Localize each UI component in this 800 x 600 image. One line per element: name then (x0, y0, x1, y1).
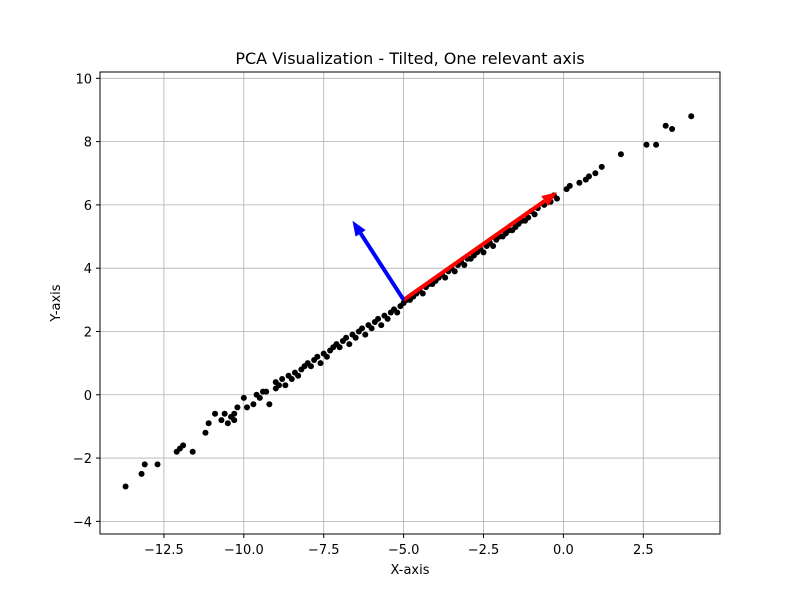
data-point (368, 325, 375, 332)
data-point (566, 182, 573, 189)
data-point (378, 322, 385, 329)
x-tick-label: −10.0 (224, 543, 264, 558)
data-point (205, 420, 212, 427)
x-tick-label: −5.0 (388, 543, 420, 558)
x-axis-label: X-axis (391, 563, 430, 578)
data-point (531, 211, 538, 218)
data-point (598, 163, 605, 170)
data-points (122, 113, 695, 490)
data-point (266, 401, 273, 408)
data-point (141, 461, 148, 468)
pc-vector-shaft (358, 232, 406, 301)
chart-title: PCA Visualization - Tilted, One relevant… (235, 49, 584, 68)
data-point (617, 151, 624, 158)
data-point (256, 394, 263, 401)
data-point (343, 334, 350, 341)
grid-lines (100, 72, 720, 534)
data-point (314, 353, 321, 360)
data-point (394, 309, 401, 316)
data-point (653, 141, 660, 148)
data-point (384, 315, 391, 322)
data-point (212, 410, 219, 417)
pc-vector-arrow (352, 220, 406, 301)
pc-vector-arrow (402, 192, 558, 302)
data-point (218, 417, 225, 424)
data-point (585, 173, 592, 180)
pc-vector-head (352, 220, 366, 237)
data-point (442, 274, 449, 281)
data-point (275, 382, 282, 389)
pc-vector-head (541, 192, 558, 206)
data-point (359, 325, 366, 332)
y-axis-ticks: −4 −2 0 2 4 6 8 10 (73, 72, 100, 530)
data-point (375, 315, 382, 322)
plot-frame (99, 71, 721, 535)
data-point (490, 243, 497, 250)
y-tick-label: 4 (84, 262, 92, 277)
data-point (323, 353, 330, 360)
data-point (451, 268, 458, 275)
y-tick-label: −2 (73, 452, 92, 467)
x-tick-label: 2.5 (633, 543, 654, 558)
data-point (295, 372, 302, 379)
data-point (224, 420, 231, 427)
data-point (336, 344, 343, 351)
data-point (643, 141, 650, 148)
x-tick-label: 0.0 (553, 543, 574, 558)
data-point (122, 483, 129, 490)
data-point (279, 375, 286, 382)
pc-vector-shaft (402, 199, 546, 302)
data-point (154, 461, 161, 468)
data-point (282, 382, 289, 389)
data-point (688, 113, 695, 120)
data-point (231, 417, 238, 424)
y-tick-label: 6 (84, 199, 92, 214)
data-point (419, 290, 426, 297)
data-point (346, 341, 353, 348)
data-point (362, 331, 369, 338)
data-point (234, 404, 241, 411)
x-tick-label: −2.5 (468, 543, 500, 558)
data-point (669, 125, 676, 132)
data-point (317, 360, 324, 367)
principal-component-vectors (352, 192, 558, 302)
data-point (202, 429, 209, 436)
data-point (138, 470, 145, 477)
y-tick-label: 0 (84, 389, 92, 404)
y-tick-label: 10 (75, 72, 92, 87)
data-point (221, 410, 228, 417)
data-point (576, 179, 583, 186)
data-point (352, 334, 359, 341)
data-point (250, 401, 257, 408)
data-point (180, 442, 187, 449)
data-point (592, 170, 599, 177)
data-point (263, 388, 270, 395)
data-point (662, 122, 669, 129)
data-point (480, 249, 487, 256)
y-tick-label: 8 (84, 136, 92, 151)
data-point (189, 448, 196, 455)
x-axis-ticks: −12.5 −10.0 −7.5 −5.0 −2.5 0.0 2.5 (144, 534, 654, 558)
data-point (240, 394, 247, 401)
data-point (244, 404, 251, 411)
data-point (461, 262, 468, 269)
data-point (554, 195, 561, 202)
y-tick-label: 2 (84, 325, 92, 340)
data-point (307, 363, 314, 370)
y-axis-label: Y-axis (49, 284, 64, 322)
data-point (525, 214, 532, 221)
data-point (288, 375, 295, 382)
y-tick-label: −4 (73, 515, 92, 530)
x-tick-label: −7.5 (308, 543, 340, 558)
x-tick-label: −12.5 (144, 543, 184, 558)
data-point (231, 410, 238, 417)
